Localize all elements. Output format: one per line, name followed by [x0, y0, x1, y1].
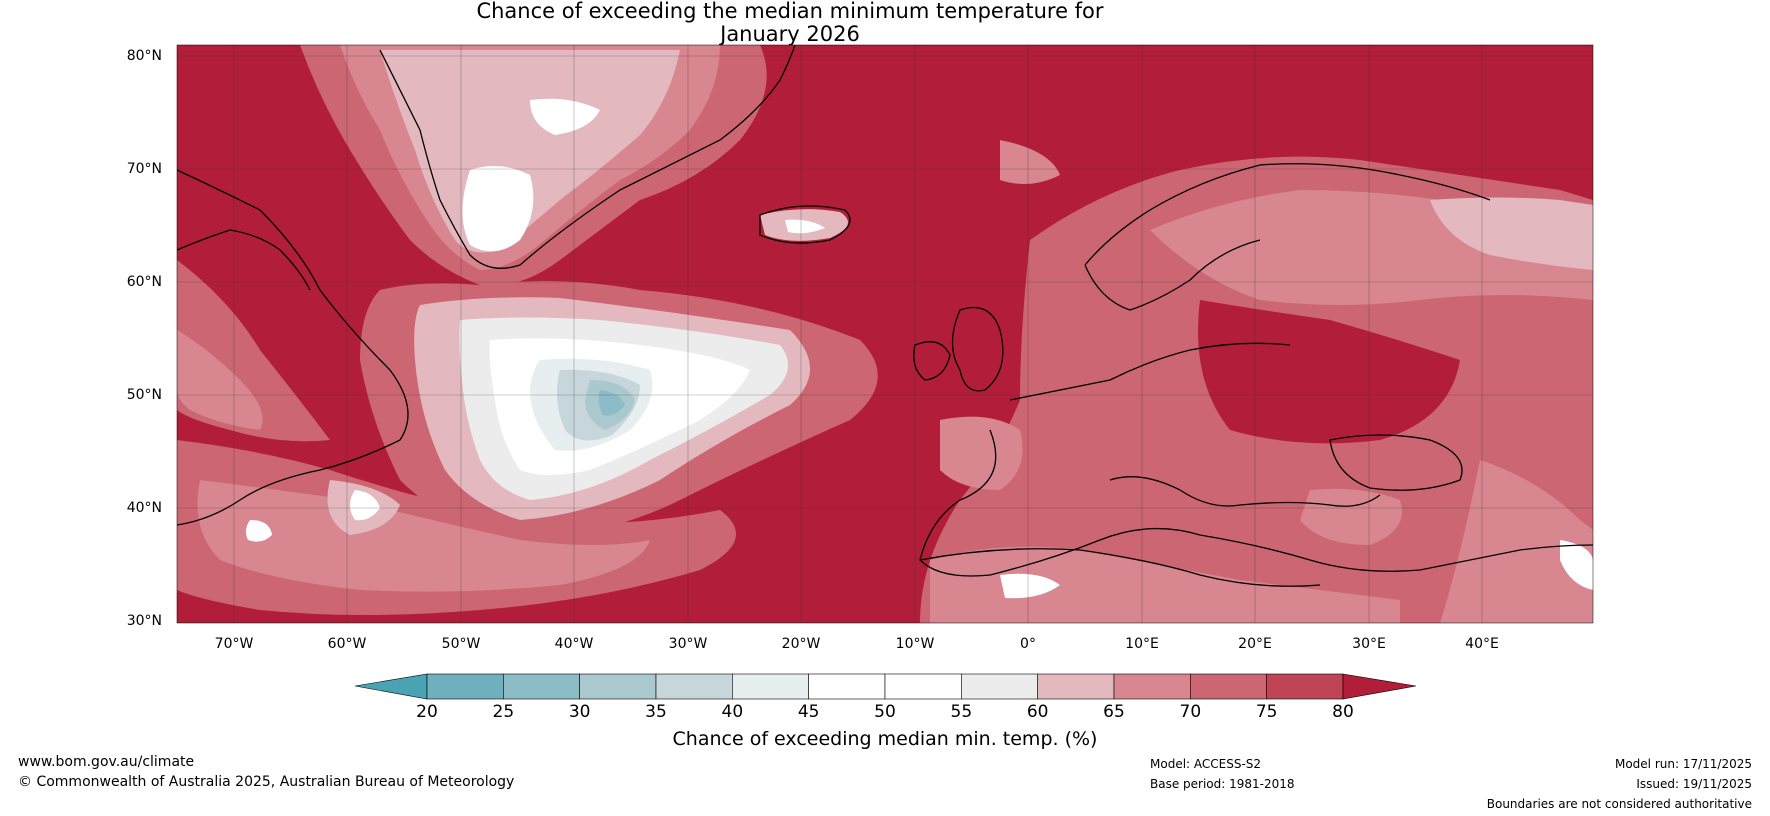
colorbar-label: Chance of exceeding median min. temp. (%…: [672, 728, 1098, 750]
colorbar: [354, 673, 1417, 700]
subtropical-anomaly: [177, 260, 736, 615]
footer-issued: Issued: 19/11/2025: [1636, 777, 1752, 791]
europe-coast: [919, 342, 1593, 577]
colorbar-tick: 80: [1332, 702, 1354, 722]
colorbar-tick: 30: [568, 702, 591, 722]
colorbar-segment: [579, 673, 657, 700]
lon-label-10e: 10°E: [1125, 636, 1159, 652]
colorbar-segment: [732, 673, 809, 700]
colorbar-tick: 75: [1255, 702, 1278, 722]
colorbar-segment: [503, 673, 580, 700]
colorbar-tick: 40: [721, 702, 744, 722]
footer-website[interactable]: www.bom.gov.au/climate: [18, 754, 195, 770]
iceland-core: [785, 219, 825, 234]
colorbar-segment: [1266, 673, 1344, 700]
north-africa-coast: [919, 548, 1321, 587]
lat-label-70n: 70°N: [126, 161, 162, 177]
title-line-1: Chance of exceeding the median minimum t…: [476, 0, 1104, 23]
colorbar-segment: [1190, 673, 1267, 700]
colorbar-tick: 45: [797, 702, 820, 722]
colorbar-segment: [808, 673, 886, 700]
lat-label-80n: 80°N: [126, 48, 162, 64]
colorbar-tick: 70: [1179, 702, 1202, 722]
greenland-coast: [379, 45, 796, 269]
colorbar-low-arrow: [354, 673, 428, 700]
colorbar-segment: [426, 673, 504, 700]
colorbar-tick: 55: [950, 702, 973, 722]
lon-label-20w: 20°W: [781, 636, 821, 652]
lat-label-60n: 60°N: [126, 274, 162, 290]
lon-label-50w: 50°W: [441, 636, 481, 652]
lon-label-0: 0°: [1020, 636, 1036, 652]
lon-label-60w: 60°W: [327, 636, 367, 652]
colorbar-segment: [655, 673, 733, 700]
colorbar-tick: 20: [416, 702, 438, 722]
ireland-coast: [913, 341, 951, 381]
colorbar-tick: 65: [1103, 702, 1125, 722]
lat-label-30n: 30°N: [126, 613, 162, 629]
footer-model-run: Model run: 17/11/2025: [1614, 757, 1752, 771]
lon-label-70w: 70°W: [214, 636, 254, 652]
colorbar-segments: [426, 673, 1344, 700]
colorbar-tick: 60: [1026, 702, 1049, 722]
black-sea-coast: [1329, 434, 1463, 491]
title-line-2: January 2026: [720, 22, 860, 46]
north-america-coast: [177, 169, 409, 526]
lat-label-40n: 40°N: [126, 500, 162, 516]
map-frame: [176, 44, 1594, 624]
footer-model: Model: ACCESS-S2: [1150, 757, 1262, 771]
colorbar-tick: 50: [874, 702, 896, 722]
colorbar-segment: [884, 673, 962, 700]
greenland-anomaly: [300, 45, 767, 286]
lon-label-40e: 40°E: [1465, 636, 1499, 652]
footer-copyright: © Commonwealth of Australia 2025, Austra…: [18, 774, 515, 790]
atlantic-anomaly: [360, 281, 878, 540]
coastlines: [177, 45, 1593, 587]
lat-label-50n: 50°N: [126, 387, 162, 403]
lon-label-30w: 30°W: [668, 636, 708, 652]
lon-label-30e: 30°E: [1352, 636, 1386, 652]
british-isles-coast: [951, 306, 1004, 392]
colorbar-tick: 35: [645, 702, 667, 722]
iceland-coast: [759, 205, 851, 244]
colorbar-tick: 25: [492, 702, 515, 722]
labrador-coast: [177, 229, 311, 291]
colorbar-high-arrow: [1342, 673, 1417, 700]
lon-label-20e: 20°E: [1238, 636, 1272, 652]
footer-base-period: Base period: 1981-2018: [1150, 777, 1295, 791]
lon-label-10w: 10°W: [895, 636, 935, 652]
scandinavia-coast: [1084, 163, 1491, 311]
map-area: [177, 45, 1593, 623]
gridlines: [177, 45, 1593, 623]
colorbar-segment: [1113, 673, 1191, 700]
map-title: Chance of exceeding the median minimum t…: [400, 0, 1180, 46]
lon-label-40w: 40°W: [554, 636, 594, 652]
footer-disclaimer: Boundaries are not considered authoritat…: [1486, 797, 1752, 811]
mediterranean-coast: [1109, 476, 1381, 507]
colorbar-segment: [1037, 673, 1115, 700]
colorbar-segment: [961, 673, 1038, 700]
